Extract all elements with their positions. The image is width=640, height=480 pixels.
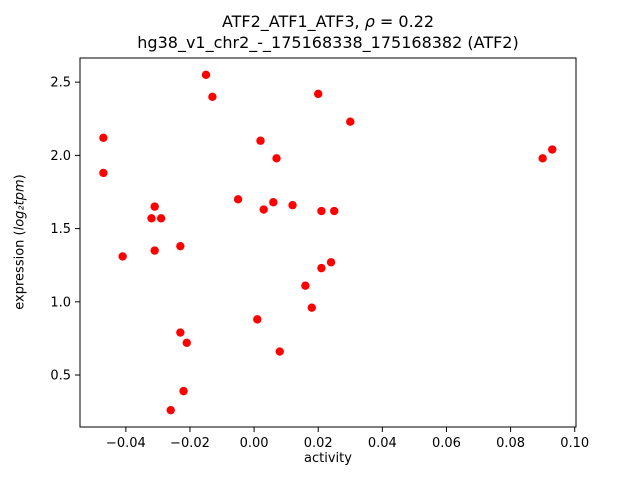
x-tick-label: −0.02 [170,436,210,451]
title-suffix: = 0.22 [374,12,435,31]
plot-frame [79,57,577,428]
y-label-pre: expression ( [12,230,28,310]
data-point [307,303,317,312]
x-tick-label: 0.10 [560,436,589,451]
title-prefix: ATF2_ATF1_ATF3, [221,12,365,31]
x-tick-label: 0.08 [496,436,525,451]
x-tick-label: 0.04 [368,436,397,451]
data-point [166,405,175,415]
data-point [259,205,268,214]
data-point [176,241,185,251]
data-point [176,328,185,337]
data-point [269,198,278,207]
data-point [201,70,211,80]
data-point [147,214,156,223]
data-point [233,195,243,204]
data-point [301,281,310,290]
y-tick-label: 1.0 [50,295,71,310]
data-point [118,252,127,261]
data-point [182,338,191,348]
title-rho-symbol: ρ [364,12,375,31]
y-label-post: ) [12,174,28,180]
y-tick-label: 0.5 [50,369,71,384]
data-point [99,133,108,143]
data-point [99,168,108,178]
data-point [346,117,355,126]
data-point [256,136,265,145]
data-point [208,92,217,102]
x-tick-label: 0.00 [240,436,269,451]
y-tick-label: 2.0 [50,149,71,164]
data-point [288,200,297,210]
y-tick-label: 1.5 [50,222,71,237]
x-axis-label: activity [304,451,352,466]
data-point [538,154,547,163]
x-tick-label: −0.04 [106,436,146,451]
data-point [314,89,323,99]
data-point [330,206,339,216]
data-point [326,258,336,267]
x-tick-label: 0.06 [432,436,461,451]
data-point [275,347,284,356]
data-point [317,206,326,216]
data-point [150,202,159,211]
data-point [179,386,188,396]
data-point [150,246,159,255]
y-axis-label: expression (log₂tpm) [13,174,28,309]
chart-title: ATF2_ATF1_ATF3, ρ = 0.22 hg38_v1_chr2_-_… [80,11,576,53]
chart-title-line1: ATF2_ATF1_ATF3, ρ = 0.22 [80,11,576,32]
x-tick-label: 0.02 [304,436,333,451]
data-point [548,145,557,154]
data-point [253,315,262,324]
data-point [156,214,166,223]
y-label-math: log₂tpm [12,179,28,231]
data-point [317,263,326,273]
y-tick-label: 2.5 [50,76,71,91]
data-point [272,154,281,163]
chart-subtitle: hg38_v1_chr2_-_175168338_175168382 (ATF2… [137,33,519,52]
